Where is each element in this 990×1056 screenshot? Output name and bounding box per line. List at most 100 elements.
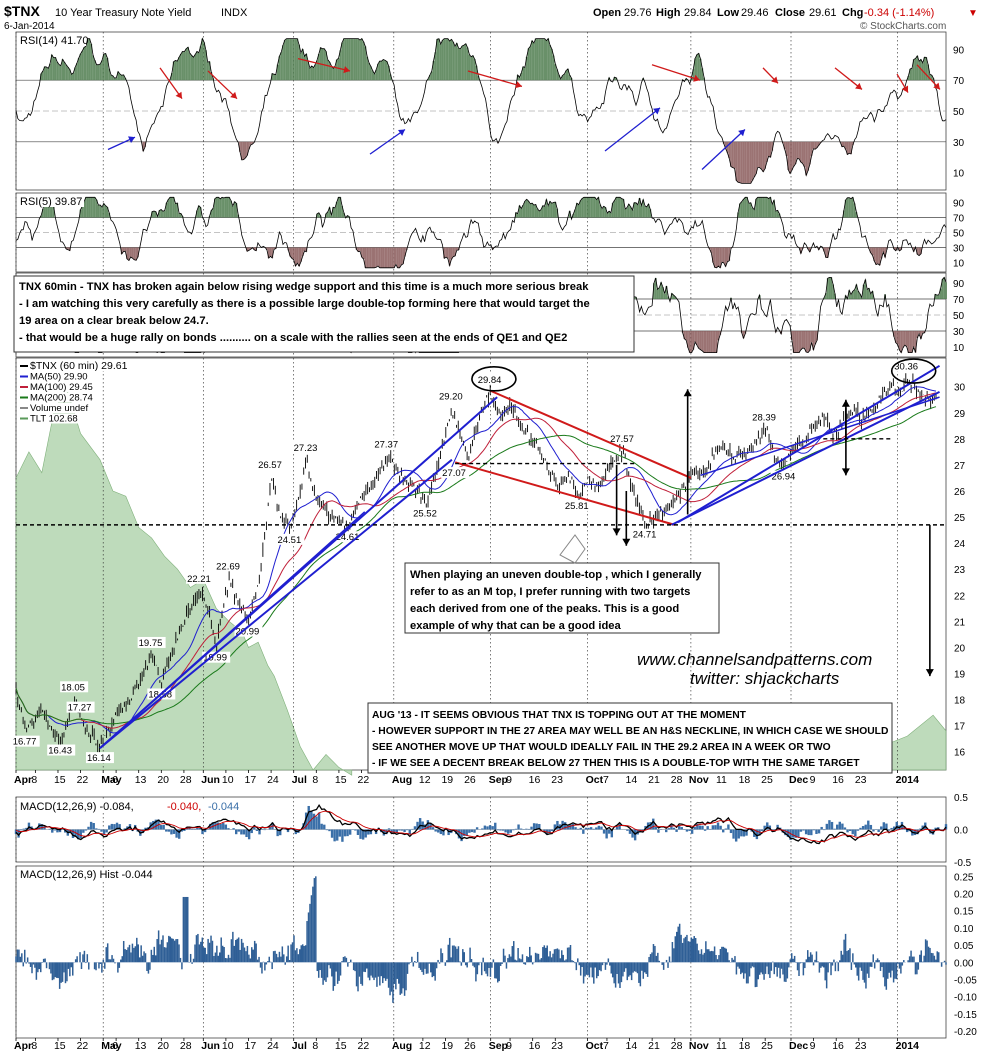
macd-label-hist: -0.044 — [208, 801, 239, 813]
price-label: 24.71 — [633, 530, 657, 541]
box2-line-3: each derived from one of the peaks. This… — [410, 603, 679, 615]
hist-label-bg — [18, 868, 166, 880]
price-label-bg — [373, 438, 402, 450]
x-tick-label: 21 — [648, 774, 660, 786]
x-tick-label: 8 — [31, 774, 37, 786]
rsi-blue-arrow-0-head — [128, 136, 135, 143]
rsi3-tick-label: 30 — [953, 327, 965, 338]
x-tick-label: 25 — [761, 774, 773, 786]
x-tick-label: 7 — [603, 774, 609, 786]
x-tick-label: 23 — [551, 1040, 563, 1051]
macd-label: MACD(12,26,9) -0.084, -0.040, -0.044 — [18, 800, 250, 813]
rsi-red-arrow-6-head — [855, 82, 862, 90]
price-label-bg — [476, 373, 505, 385]
x-tick-label: Apr — [14, 774, 32, 786]
rsi-blue-arrow-3 — [701, 129, 746, 170]
hist-tick-label: -0.15 — [954, 1010, 977, 1021]
hist-tick-label: 0.05 — [954, 941, 974, 952]
x-tick-label: 28 — [671, 774, 683, 786]
hist-tick-label: 0.00 — [954, 958, 974, 969]
ma50-line — [15, 386, 937, 734]
x-tick-label: 22 — [358, 774, 370, 786]
box3-line-2: - HOWEVER SUPPORT IN THE 27 AREA MAY WEL… — [372, 726, 888, 737]
x-tick-label: 12 — [419, 774, 431, 786]
low-label: Low — [717, 7, 739, 19]
callout-pointer — [559, 534, 586, 564]
price-label-bg — [893, 360, 922, 372]
x-tick-label: Jun — [201, 1040, 220, 1051]
price-tick-label: 20 — [954, 643, 966, 654]
box2-line-4: example of why that can be a good idea — [410, 620, 622, 632]
x-tick-label: Apr — [14, 1040, 32, 1051]
x-tick-label: Nov — [689, 774, 709, 786]
x-tick-label: 9 — [506, 1040, 512, 1051]
rsi-red-arrow-1 — [207, 70, 238, 100]
x-tick-label: 18 — [739, 774, 751, 786]
x-tick-label: 15 — [54, 1040, 66, 1051]
hist-tick-label: -0.10 — [954, 993, 977, 1004]
annotations — [16, 58, 946, 749]
rsi-blue-arrow-3-head — [738, 129, 745, 137]
x-tick-label: 16 — [832, 1040, 844, 1051]
price-label: 19.75 — [139, 638, 163, 649]
x-tick-label: 20 — [157, 1040, 169, 1051]
price-label-bg — [437, 390, 466, 402]
high-label: High — [656, 7, 681, 19]
x-tick-label: Jun — [201, 774, 220, 786]
legend-bg — [18, 361, 136, 371]
x-tick-label: 20 — [157, 774, 169, 786]
price-label-bg — [60, 681, 89, 693]
price-label: 27.23 — [294, 443, 318, 454]
price-tick-label: 25 — [954, 513, 966, 524]
price-tick-label: 22 — [954, 591, 966, 602]
x-tick-label: Dec — [789, 774, 808, 786]
macd-tick-label: 0.0 — [954, 826, 968, 837]
price-label-bg — [751, 411, 780, 423]
rsi-red-arrow-5-head — [771, 76, 778, 84]
annotation-box-3-frame — [367, 702, 893, 774]
price-label: 18.05 — [61, 682, 85, 693]
price-label: 16.77 — [13, 737, 37, 748]
x-tick-label: 9 — [810, 774, 816, 786]
rsi14-panel: 90 70 50 30 10 — [15, 37, 965, 184]
legend-bg — [18, 403, 96, 413]
peak-circle-jan — [890, 358, 937, 384]
price-tick-label: 23 — [954, 565, 966, 576]
x-tick-label: 15 — [335, 774, 347, 786]
x-tick-label: Oct — [586, 774, 604, 786]
x-tick-label: Nov — [689, 1040, 709, 1051]
rsi5-tick-label: 30 — [953, 244, 965, 255]
target-arrow-19-head — [925, 669, 934, 677]
annotation-box-1-frame — [13, 275, 635, 353]
rsi14-tick-label: 70 — [953, 76, 965, 87]
price-label: 17.27 — [68, 703, 92, 714]
watermark: © StockCharts.com — [860, 21, 946, 32]
x-tick-label: 7 — [603, 1040, 609, 1051]
macd-label-bg — [18, 800, 250, 812]
price-label-bg — [334, 531, 363, 543]
x-tick-label: 19 — [441, 774, 453, 786]
rsi-red-arrow-7-head — [901, 85, 909, 93]
x-tick-label: 14 — [626, 1040, 638, 1051]
annotation-box-2-frame — [404, 562, 720, 634]
price-tick-label: 19 — [954, 670, 966, 681]
x-tick-label: 8 — [31, 1040, 37, 1051]
price-tick-label: 17 — [954, 722, 966, 733]
price-label-bg — [215, 560, 244, 572]
x-tick-label: 15 — [335, 1040, 347, 1051]
rsi14-label: RSI(14) 41.70 — [20, 35, 88, 47]
rsi-blue-arrow-1 — [369, 128, 406, 155]
macd-tick-label: 0.5 — [954, 793, 968, 804]
rsi5-label: RSI(5) 39.87 — [20, 196, 82, 208]
macd-panel: 0.5 0.0 -0.5 — [14, 793, 972, 869]
open-value: 29.76 — [624, 7, 652, 19]
price-label-bg — [11, 735, 40, 747]
x-tick-label: 23 — [855, 1040, 867, 1051]
rsi5-tick-label: 70 — [953, 214, 965, 225]
rsi3-tick-label: 90 — [953, 279, 965, 290]
price-label: 22.21 — [187, 574, 211, 585]
peak-circle-sep — [471, 366, 517, 392]
price-label-bg — [202, 651, 231, 663]
box1-line-1: TNX 60min - TNX has broken again below r… — [19, 281, 589, 293]
down-arrow-icon: ▼ — [968, 8, 978, 19]
